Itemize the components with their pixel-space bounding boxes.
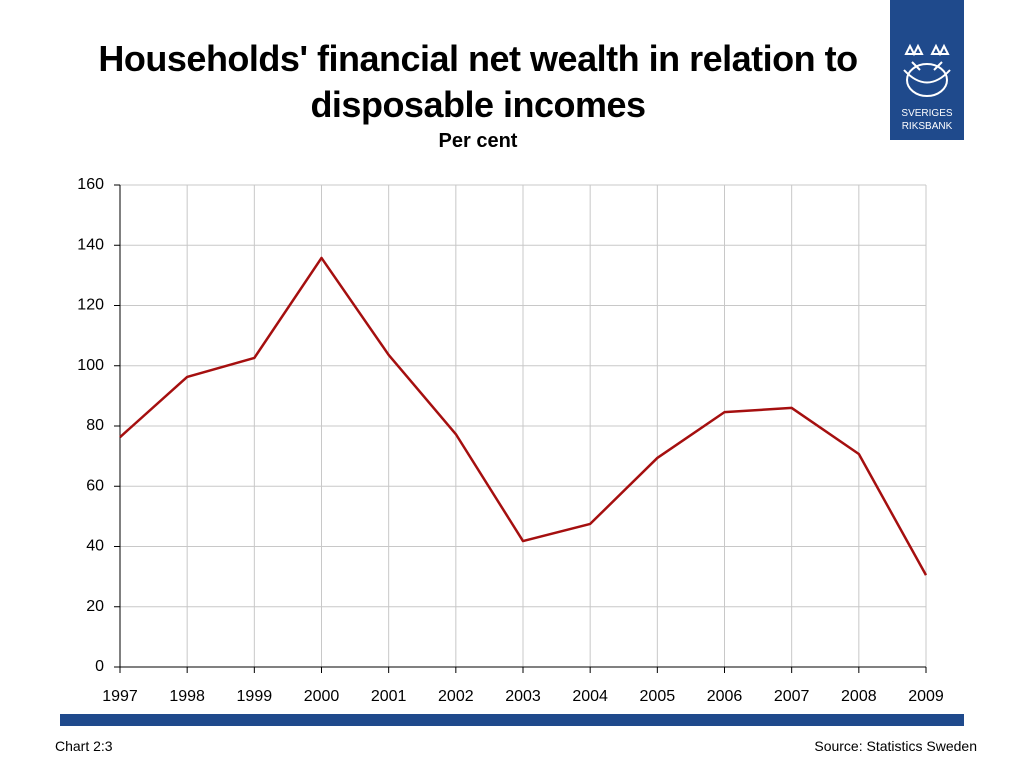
chart-id: Chart 2:3 [55,738,113,754]
x-tick-label: 2003 [505,688,541,705]
logo-text: SVERIGES [901,108,953,119]
y-tick-label: 80 [86,417,104,434]
line-series [119,256,928,576]
y-tick-label: 120 [77,297,104,314]
y-tick-label: 140 [77,236,104,253]
x-tick-label: 2002 [438,688,474,705]
x-tick-label: 2000 [304,688,340,705]
x-tick-label: 2005 [640,688,676,705]
x-tick-label: 1998 [169,688,205,705]
x-tick-label: 2009 [908,688,944,705]
x-tick-label: 1999 [237,688,273,705]
chart-title: Households' financial net wealth in rela… [98,38,858,125]
x-tick-label: 2006 [707,688,743,705]
x-tick-label: 2008 [841,688,877,705]
logo-emblem [903,43,951,97]
y-tick-label: 60 [86,477,104,494]
footer-bar [60,714,964,726]
y-tick-label: 0 [95,658,104,675]
y-tick-label: 100 [77,357,104,374]
chart-subtitle: Per cent [438,130,518,152]
y-tick-label: 160 [77,176,104,193]
x-tick-label: 2001 [371,688,407,705]
source: Source: Statistics Sweden [814,738,977,754]
logo-text: RIKSBANK [901,121,953,132]
logo: SVERIGES RIKSBANK [890,0,964,140]
y-tick-label: 20 [86,598,104,615]
x-tick-label: 1997 [102,688,138,705]
y-tick-label: 40 [86,538,104,555]
x-tick-label: 2004 [572,688,608,705]
x-tick-label: 2007 [774,688,810,705]
